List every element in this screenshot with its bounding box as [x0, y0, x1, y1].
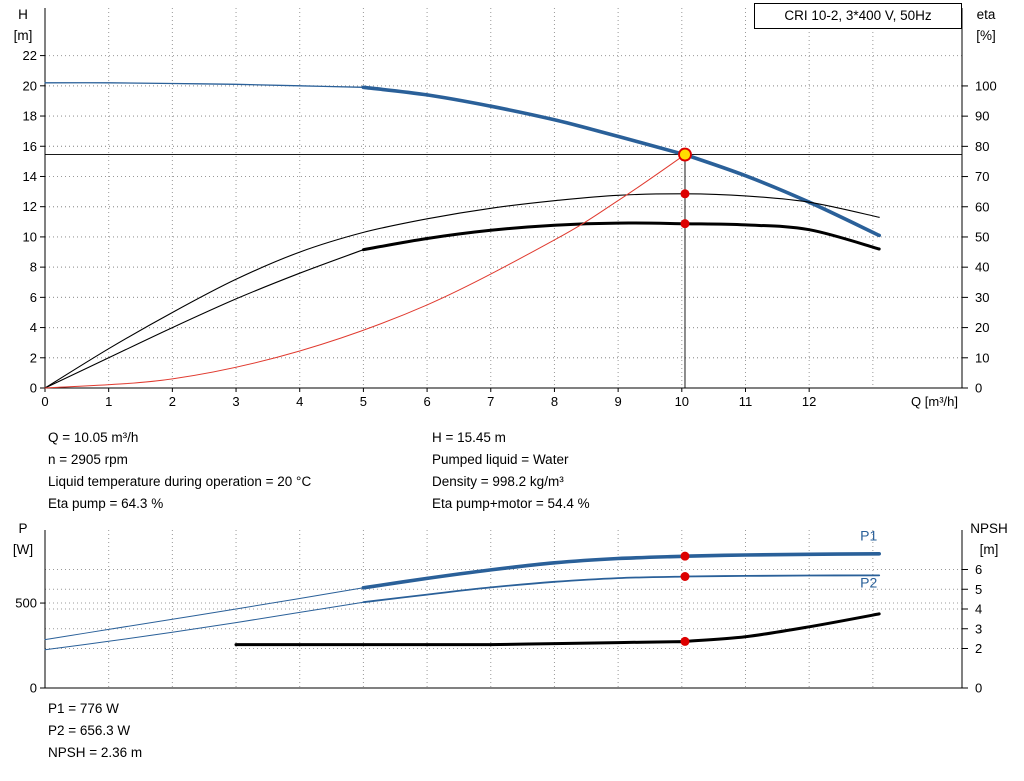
- y-axis-tick-label: 20: [23, 78, 37, 93]
- y2-axis-tick-label: 20: [975, 320, 989, 335]
- power-info-column: P1 = 776 W P2 = 656.3 W NPSH = 2.36 m: [48, 698, 142, 764]
- operating-point-dot: [680, 219, 690, 229]
- duty-point-marker: [678, 147, 692, 162]
- x-axis-tick-label: 8: [551, 394, 558, 409]
- power-axis-title-line1: P: [18, 521, 28, 536]
- info-p2: P2 = 656.3 W: [48, 723, 131, 738]
- p2-curve: [362, 574, 881, 604]
- pump-model-legend: CRI 10-2, 3*400 V, 50Hz: [754, 3, 962, 29]
- y-axis-tick-label: 0: [30, 381, 37, 396]
- y2-axis-tick-label: 6: [975, 562, 982, 577]
- operating-point-dot: [680, 636, 690, 646]
- p2-thin-curve: [44, 601, 364, 651]
- power-npsh-chart: 0 500 0 2 3 4 5 6 P1 P2: [15, 528, 982, 696]
- y2-axis-tick-label: 0: [975, 381, 982, 396]
- operating-point-dot: [680, 189, 690, 199]
- pump-head-thin-curve: [44, 82, 365, 88]
- info-pumped-liquid: Pumped liquid = Water: [432, 452, 569, 467]
- y-axis-tick-label: 18: [23, 109, 37, 124]
- eta-axis-title-line1: eta: [976, 7, 996, 22]
- x-axis-tick-label: 4: [296, 394, 303, 409]
- x-axis-tick-label: 1: [105, 394, 112, 409]
- info-liquid-temperature: Liquid temperature during operation = 20…: [48, 474, 312, 489]
- x-axis-tick-label: 0: [41, 394, 48, 409]
- x-axis-tick-label: 7: [487, 394, 494, 409]
- power-axis-title: P [W]: [4, 518, 42, 560]
- head-axis-title-line1: H: [18, 7, 28, 22]
- info-p1: P1 = 776 W: [48, 701, 119, 716]
- duty-info-right-column: H = 15.45 m Pumped liquid = Water Densit…: [432, 427, 590, 515]
- info-flow: Q = 10.05 m³/h: [48, 430, 139, 445]
- head-axis-title-line2: [m]: [13, 28, 33, 43]
- eta-pump-curve: [44, 193, 880, 389]
- p1-thin-curve: [44, 587, 364, 641]
- y-axis-tick-label: 500: [15, 596, 37, 611]
- y2-axis-tick-label: 30: [975, 290, 989, 305]
- eta-axis-title-line2: [%]: [976, 28, 996, 43]
- x-axis-tick-label: 3: [232, 394, 239, 409]
- info-eta-pump-motor: Eta pump+motor = 54.4 %: [432, 496, 590, 511]
- y-axis-tick-label: 14: [23, 169, 37, 184]
- y-axis-tick-label: 12: [23, 199, 37, 214]
- y2-axis-tick-label: 3: [975, 621, 982, 636]
- y2-axis-tick-label: 100: [975, 78, 997, 93]
- eta-axis-title: eta [%]: [964, 4, 1008, 46]
- y-axis-tick-label: 6: [30, 290, 37, 305]
- y2-axis-tick-label: 0: [975, 681, 982, 696]
- x-axis-tick-label: 6: [423, 394, 430, 409]
- info-speed: n = 2905 rpm: [48, 452, 128, 467]
- npsh-axis-title: NPSH [m]: [958, 518, 1020, 560]
- y2-axis-tick-label: 60: [975, 199, 989, 214]
- y2-axis-tick-label: 2: [975, 641, 982, 656]
- y-axis-tick-label: 0: [30, 681, 37, 696]
- x-axis-title: Q [m³/h]: [911, 394, 958, 409]
- duty-info-left-column: Q = 10.05 m³/h n = 2905 rpm Liquid tempe…: [48, 427, 311, 515]
- npsh-curve: [234, 612, 881, 647]
- y-axis-tick-label: 2: [30, 350, 37, 365]
- y2-axis-tick-label: 80: [975, 139, 989, 154]
- head-axis-title: H [m]: [4, 4, 42, 46]
- info-npsh: NPSH = 2.36 m: [48, 745, 143, 760]
- eta-pump-motor-curve: [361, 221, 881, 252]
- series-label: P1: [860, 528, 877, 544]
- info-density: Density = 998.2 kg/m³: [432, 474, 564, 489]
- operating-point-dot: [680, 551, 690, 561]
- y-axis-tick-label: 16: [23, 139, 37, 154]
- eta-pump-motor-thin-curve: [44, 249, 364, 389]
- info-eta-pump: Eta pump = 64.3 %: [48, 496, 164, 511]
- y-axis-tick-label: 10: [23, 229, 37, 244]
- npsh-axis-title-line2: [m]: [979, 542, 999, 557]
- x-axis-tick-label: 10: [675, 394, 689, 409]
- x-axis-tick-label: 5: [360, 394, 367, 409]
- y2-axis-tick-label: 70: [975, 169, 989, 184]
- y2-axis-tick-label: 90: [975, 109, 989, 124]
- x-axis-tick-label: 11: [739, 394, 753, 409]
- power-axis-title-line2: [W]: [12, 542, 34, 557]
- y-axis-tick-label: 22: [23, 48, 37, 63]
- pump-head-curve: [361, 85, 881, 238]
- y2-axis-tick-label: 50: [975, 229, 989, 244]
- x-axis-tick-label: 2: [169, 394, 176, 409]
- y2-axis-tick-label: 5: [975, 582, 982, 597]
- x-axis-tick-label: 12: [802, 394, 816, 409]
- info-head: H = 15.45 m: [432, 430, 506, 445]
- y2-axis-tick-label: 4: [975, 602, 982, 617]
- npsh-axis-title-line1: NPSH: [970, 521, 1008, 536]
- system-curve-curve: [44, 152, 689, 389]
- head-capacity-chart: 0246810121416182022010203040506070809010…: [23, 8, 997, 409]
- p1-curve: [361, 552, 881, 590]
- y2-axis-tick-label: 10: [975, 350, 989, 365]
- x-axis-tick-label: 9: [615, 394, 622, 409]
- y-axis-tick-label: 4: [30, 320, 37, 335]
- y-axis-tick-label: 8: [30, 260, 37, 275]
- y2-axis-tick-label: 40: [975, 260, 989, 275]
- series-label: P2: [860, 574, 877, 590]
- operating-point-dot: [680, 571, 690, 581]
